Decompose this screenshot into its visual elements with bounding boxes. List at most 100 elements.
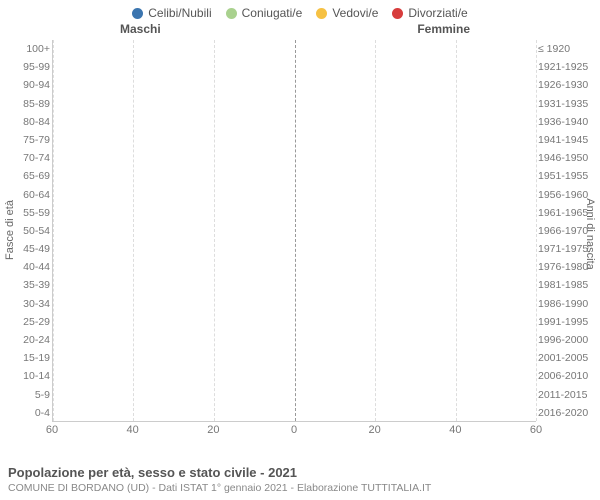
pyramid-row [53, 167, 536, 185]
age-band-label: 20-24 [2, 331, 50, 349]
age-band-label: 15-19 [2, 349, 50, 367]
chart-subtitle: COMUNE DI BORDANO (UD) - Dati ISTAT 1° g… [8, 482, 592, 494]
birth-year-label: 2011-2015 [538, 386, 598, 404]
gender-labels: Maschi Femmine [0, 22, 600, 38]
birth-year-label: 1946-1950 [538, 149, 598, 167]
pyramid-row [53, 221, 536, 239]
pyramid-row [53, 131, 536, 149]
x-tick-label: 40 [449, 424, 461, 436]
pyramid-row [53, 330, 536, 348]
birth-year-label: 1971-1975 [538, 240, 598, 258]
chart-footer: Popolazione per età, sesso e stato civil… [8, 465, 592, 494]
pyramid-row [53, 203, 536, 221]
age-band-label: 85-89 [2, 95, 50, 113]
age-band-label: 70-74 [2, 149, 50, 167]
chart-title: Popolazione per età, sesso e stato civil… [8, 465, 592, 480]
pyramid-row [53, 276, 536, 294]
pyramid-row [53, 113, 536, 131]
birth-year-label: 1991-1995 [538, 313, 598, 331]
legend-item: Coniugati/e [226, 6, 303, 20]
birth-year-label: 1931-1935 [538, 95, 598, 113]
x-axis: 6040200204060 [52, 424, 536, 438]
pyramid-row [53, 367, 536, 385]
birth-year-label: 2001-2005 [538, 349, 598, 367]
pyramid-row [53, 385, 536, 403]
x-tick-label: 20 [369, 424, 381, 436]
birth-year-label: 2006-2010 [538, 367, 598, 385]
legend-label: Vedovi/e [332, 6, 378, 20]
pyramid-row [53, 403, 536, 421]
label-female: Femmine [417, 22, 470, 36]
birth-year-label: 1996-2000 [538, 331, 598, 349]
age-band-label: 60-64 [2, 186, 50, 204]
age-band-label: 25-29 [2, 313, 50, 331]
pyramid-row [53, 294, 536, 312]
gridline [53, 40, 54, 421]
legend: Celibi/Nubili Coniugati/e Vedovi/e Divorzia… [0, 0, 600, 22]
pyramid-row [53, 240, 536, 258]
birth-year-label: 1941-1945 [538, 131, 598, 149]
pyramid-row [53, 94, 536, 112]
age-band-label: 45-49 [2, 240, 50, 258]
age-band-label: 0-4 [2, 404, 50, 422]
x-tick-label: 60 [530, 424, 542, 436]
age-band-label: 50-54 [2, 222, 50, 240]
age-band-label: 55-59 [2, 204, 50, 222]
legend-label: Divorziati/e [408, 6, 467, 20]
age-band-label: 75-79 [2, 131, 50, 149]
birth-year-label: 1961-1965 [538, 204, 598, 222]
x-tick-label: 60 [46, 424, 58, 436]
pyramid-row [53, 76, 536, 94]
age-band-label: 65-69 [2, 167, 50, 185]
legend-item: Divorziati/e [392, 6, 467, 20]
legend-swatch [392, 8, 403, 19]
pyramid-row [53, 40, 536, 58]
pyramid-row [53, 312, 536, 330]
y-axis-right: ≤ 19201921-19251926-19301931-19351936-19… [538, 40, 598, 422]
population-pyramid: Fasce di età Anni di nascita 100+95-9990… [0, 40, 600, 448]
x-tick-label: 40 [127, 424, 139, 436]
x-tick-label: 20 [207, 424, 219, 436]
birth-year-label: 1926-1930 [538, 76, 598, 94]
pyramid-row [53, 185, 536, 203]
birth-year-label: 1936-1940 [538, 113, 598, 131]
age-band-label: 40-44 [2, 258, 50, 276]
age-band-label: 95-99 [2, 58, 50, 76]
birth-year-label: ≤ 1920 [538, 40, 598, 58]
legend-swatch [226, 8, 237, 19]
legend-swatch [316, 8, 327, 19]
birth-year-label: 2016-2020 [538, 404, 598, 422]
pyramid-row [53, 149, 536, 167]
birth-year-label: 1921-1925 [538, 58, 598, 76]
age-band-label: 30-34 [2, 295, 50, 313]
pyramid-row [53, 258, 536, 276]
x-tick-label: 0 [291, 424, 297, 436]
gridline [375, 40, 376, 421]
pyramid-row [53, 58, 536, 76]
gridline [456, 40, 457, 421]
birth-year-label: 1951-1955 [538, 167, 598, 185]
y-axis-left: 100+95-9990-9485-8980-8475-7970-7465-696… [2, 40, 50, 422]
legend-swatch [132, 8, 143, 19]
age-band-label: 35-39 [2, 276, 50, 294]
birth-year-label: 1976-1980 [538, 258, 598, 276]
gridline [214, 40, 215, 421]
age-band-label: 90-94 [2, 76, 50, 94]
birth-year-label: 1981-1985 [538, 276, 598, 294]
birth-year-label: 1956-1960 [538, 186, 598, 204]
gridline [133, 40, 134, 421]
label-male: Maschi [120, 22, 161, 36]
legend-item: Vedovi/e [316, 6, 378, 20]
plot-area [52, 40, 536, 422]
pyramid-rows [53, 40, 536, 421]
age-band-label: 5-9 [2, 386, 50, 404]
legend-item: Celibi/Nubili [132, 6, 211, 20]
gridline [536, 40, 537, 421]
age-band-label: 100+ [2, 40, 50, 58]
birth-year-label: 1986-1990 [538, 295, 598, 313]
pyramid-row [53, 348, 536, 366]
age-band-label: 80-84 [2, 113, 50, 131]
legend-label: Coniugati/e [242, 6, 303, 20]
age-band-label: 10-14 [2, 367, 50, 385]
legend-label: Celibi/Nubili [148, 6, 211, 20]
